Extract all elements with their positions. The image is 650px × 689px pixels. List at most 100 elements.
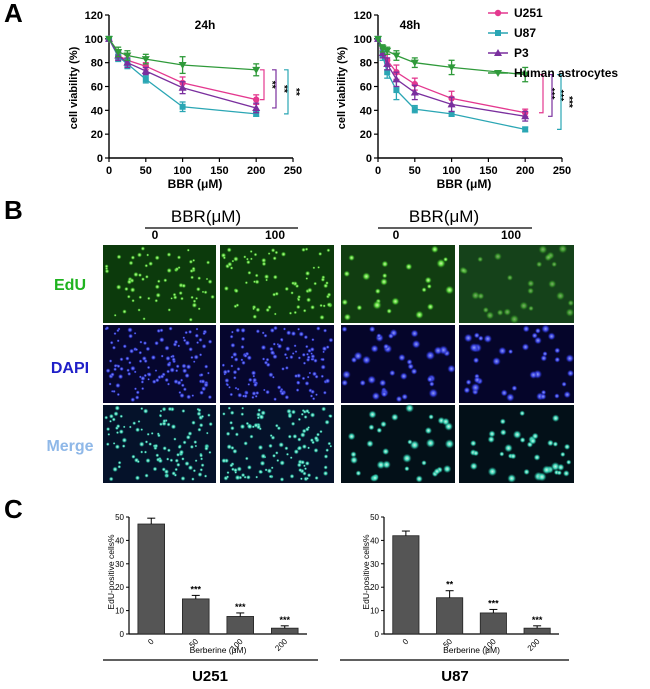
cell-nucleus <box>269 434 273 438</box>
data-point <box>448 110 455 117</box>
cell-nucleus <box>232 351 238 358</box>
data-point <box>447 64 456 72</box>
cell-nucleus <box>248 377 253 383</box>
cell-nucleus <box>328 414 333 419</box>
cell-nucleus <box>279 477 285 482</box>
cell-nucleus <box>204 364 209 369</box>
cell-nucleus <box>146 253 150 257</box>
cell-nucleus <box>424 426 433 435</box>
group-header-u251: BBR(μM) <box>171 207 241 226</box>
cell-nucleus <box>165 474 169 478</box>
cell-nucleus <box>326 248 331 253</box>
column-header-u87-100: 100 <box>501 228 521 242</box>
cell-nucleus <box>116 424 121 429</box>
cell-nucleus <box>208 450 212 454</box>
cell-nucleus <box>154 284 160 290</box>
cell-nucleus <box>222 256 227 260</box>
cell-nucleus <box>477 335 484 342</box>
cell-nucleus <box>140 380 145 384</box>
cell-nucleus <box>247 423 253 430</box>
cell-nucleus <box>246 259 251 265</box>
cell-nucleus <box>445 285 454 295</box>
cell-nucleus <box>262 388 266 392</box>
cell-nucleus <box>192 258 196 262</box>
cell-nucleus <box>470 440 477 447</box>
cell-nucleus <box>295 388 300 392</box>
cell-nucleus <box>421 460 427 466</box>
cell-nucleus <box>176 452 180 457</box>
cell-nucleus <box>221 363 226 367</box>
cell-nucleus <box>307 426 311 429</box>
cell-nucleus <box>506 274 514 281</box>
cell-nucleus <box>166 382 171 386</box>
x-tick-label: 0 <box>375 165 381 177</box>
x-tick-label: 0 <box>401 637 411 647</box>
cell-nucleus <box>129 287 136 293</box>
cell-nucleus <box>166 267 172 274</box>
cell-nucleus <box>256 416 260 420</box>
cell-nucleus <box>366 440 374 448</box>
cell-nucleus <box>395 395 403 403</box>
cell-nucleus <box>551 261 558 268</box>
cell-nucleus <box>234 288 239 294</box>
bar-50 <box>436 597 464 635</box>
data-point <box>522 126 529 133</box>
cell-nucleus <box>144 274 149 279</box>
cell-nucleus <box>252 314 258 320</box>
micro-tile-r0-c3 <box>459 244 575 324</box>
cell-nucleus <box>362 272 371 281</box>
cell-nucleus <box>198 353 203 357</box>
cell-nucleus <box>324 419 330 425</box>
cell-nucleus <box>296 380 301 386</box>
cell-nucleus <box>227 261 233 267</box>
cell-nucleus <box>261 261 267 267</box>
cell-nucleus <box>137 273 143 278</box>
cell-nucleus <box>541 324 550 334</box>
cell-nucleus <box>273 325 278 331</box>
cell-nucleus <box>116 364 121 369</box>
cell-nucleus <box>111 417 116 422</box>
cell-nucleus <box>341 379 349 387</box>
cell-nucleus <box>144 440 149 444</box>
cell-nucleus <box>527 279 535 288</box>
cell-nucleus <box>193 354 199 360</box>
cell-nucleus <box>472 357 480 364</box>
cell-nucleus <box>242 394 246 398</box>
cell-nucleus <box>255 329 261 334</box>
legend-entry-u251: U251 <box>488 6 543 20</box>
cell-nucleus <box>191 302 198 309</box>
cell-nucleus <box>135 390 140 395</box>
cell-nucleus <box>246 464 252 470</box>
data-point <box>411 106 418 113</box>
cell-nucleus <box>329 444 333 448</box>
cell-nucleus <box>230 342 236 348</box>
cell-nucleus <box>275 451 279 455</box>
cell-nucleus <box>108 476 114 482</box>
cell-nucleus <box>299 477 303 481</box>
cell-nucleus <box>113 367 118 372</box>
cell-nucleus <box>267 252 271 256</box>
cell-nucleus <box>322 470 329 477</box>
cell-nucleus <box>141 386 145 391</box>
cell-nucleus <box>508 349 514 355</box>
cell-nucleus <box>380 420 387 428</box>
y-tick-label: 120 <box>354 10 372 22</box>
y-tick-label: 100 <box>85 34 103 46</box>
cell-nucleus <box>232 375 237 380</box>
data-point <box>521 112 530 120</box>
micro-tile-r2-c1 <box>220 405 334 483</box>
micro-tile-r0-c2 <box>341 245 455 323</box>
legend-marker <box>494 49 502 56</box>
y-tick-label: 100 <box>354 34 372 46</box>
x-tick-label: 50 <box>409 165 421 177</box>
cell-nucleus <box>137 308 141 312</box>
data-point <box>178 83 187 91</box>
cell-nucleus <box>239 423 246 430</box>
cell-nucleus <box>229 420 234 425</box>
x-tick-label: 250 <box>284 165 302 177</box>
cell-nucleus <box>202 331 206 336</box>
chart-title: 48h <box>400 18 421 32</box>
cell-nucleus <box>122 309 127 314</box>
data-point <box>392 75 401 83</box>
